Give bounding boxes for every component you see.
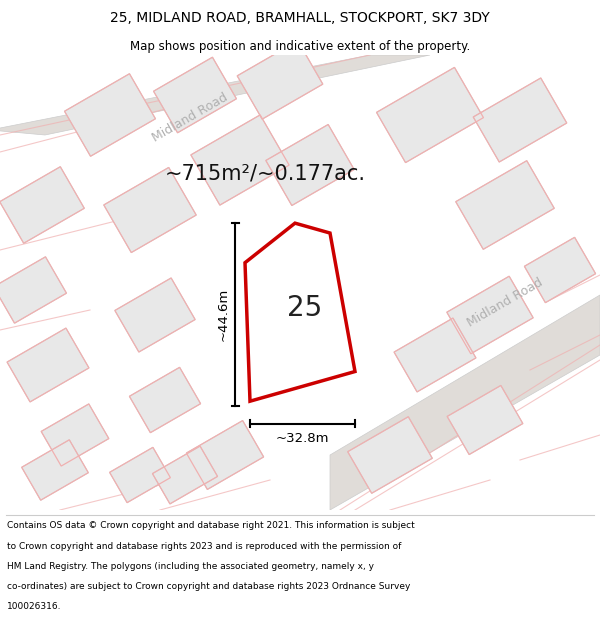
Polygon shape [7,328,89,402]
Polygon shape [41,404,109,466]
Text: 25, MIDLAND ROAD, BRAMHALL, STOCKPORT, SK7 3DY: 25, MIDLAND ROAD, BRAMHALL, STOCKPORT, S… [110,11,490,25]
Text: ~44.6m: ~44.6m [217,288,230,341]
Polygon shape [0,55,430,135]
Polygon shape [65,74,155,156]
Polygon shape [0,257,67,323]
Text: ~715m²/~0.177ac.: ~715m²/~0.177ac. [165,164,366,184]
Text: Midland Road: Midland Road [465,276,545,329]
Text: HM Land Registry. The polygons (including the associated geometry, namely x, y: HM Land Registry. The polygons (includin… [7,562,374,571]
Polygon shape [524,238,596,302]
Polygon shape [187,421,263,489]
Polygon shape [447,276,533,354]
Polygon shape [377,68,484,162]
Polygon shape [473,78,567,162]
Text: 100026316.: 100026316. [7,602,62,611]
Text: Contains OS data © Crown copyright and database right 2021. This information is : Contains OS data © Crown copyright and d… [7,521,415,531]
Polygon shape [245,223,355,401]
Text: 25: 25 [287,294,323,322]
Polygon shape [115,278,195,352]
Polygon shape [152,446,218,504]
Text: Midland Road: Midland Road [150,91,230,144]
Polygon shape [110,448,170,503]
Polygon shape [330,295,600,510]
Polygon shape [130,368,200,432]
Polygon shape [456,161,554,249]
Polygon shape [266,124,354,206]
Polygon shape [347,417,433,493]
Text: co-ordinates) are subject to Crown copyright and database rights 2023 Ordnance S: co-ordinates) are subject to Crown copyr… [7,582,410,591]
Polygon shape [394,318,476,392]
Text: ~32.8m: ~32.8m [276,432,329,445]
Polygon shape [154,58,236,132]
Polygon shape [237,41,323,119]
Polygon shape [104,168,196,252]
Polygon shape [0,167,85,243]
Polygon shape [22,440,88,500]
Polygon shape [191,115,289,205]
Text: Map shows position and indicative extent of the property.: Map shows position and indicative extent… [130,39,470,52]
Polygon shape [447,386,523,454]
Text: to Crown copyright and database rights 2023 and is reproduced with the permissio: to Crown copyright and database rights 2… [7,542,401,551]
